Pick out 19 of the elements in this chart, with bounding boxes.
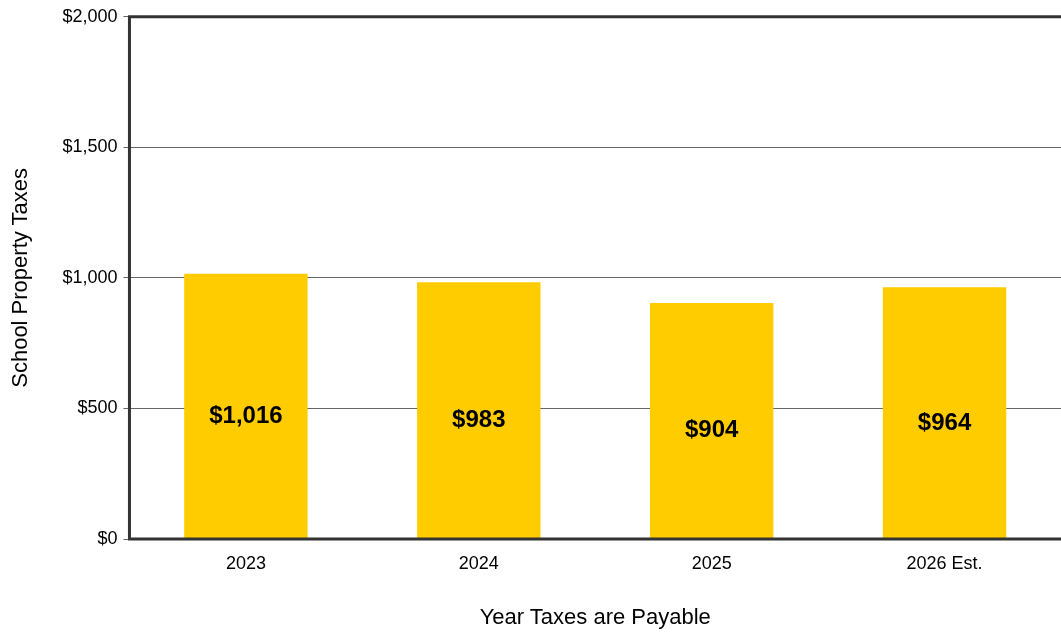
y-tick-label: $1,000 <box>62 266 118 287</box>
bar <box>184 273 308 539</box>
data-label: $983 <box>452 405 506 433</box>
x-tick-label: 2024 <box>458 552 499 573</box>
y-tick-label: $500 <box>77 397 118 418</box>
x-tick-label: 2026 Est. <box>906 552 983 573</box>
x-tick-label: 2023 <box>225 552 266 573</box>
y-axis-title: School Property Taxes <box>7 168 33 388</box>
y-tick-label: $0 <box>97 527 118 548</box>
bar <box>882 287 1007 539</box>
data-label: $1,016 <box>209 400 283 428</box>
data-label: $964 <box>917 407 972 435</box>
bar <box>649 302 774 539</box>
y-tick-label: $1,500 <box>62 136 118 157</box>
x-tick-label: 2025 <box>691 552 732 573</box>
bar <box>417 282 541 539</box>
x-axis-title: Year Taxes are Payable <box>479 603 711 629</box>
data-label: $904 <box>684 415 740 443</box>
y-tick-label: $2,000 <box>62 5 118 26</box>
